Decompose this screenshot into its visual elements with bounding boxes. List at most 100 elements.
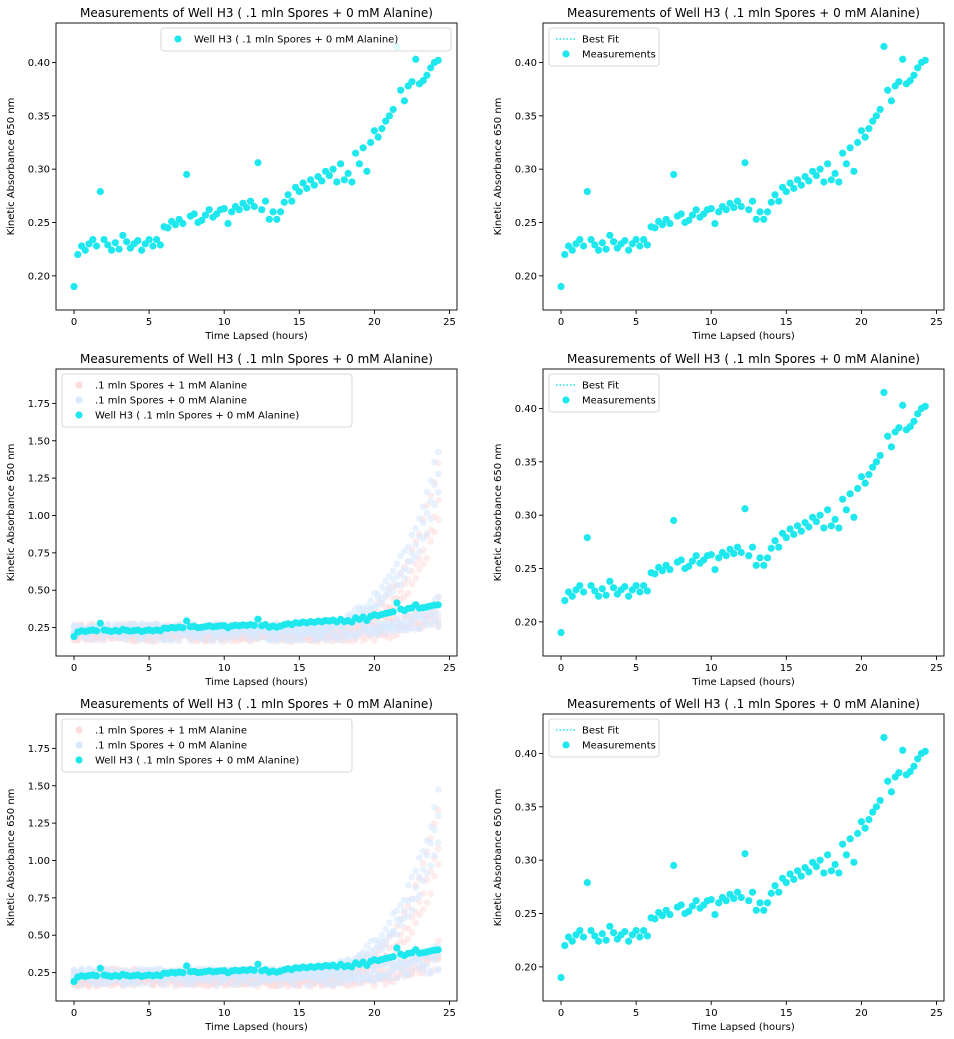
data-point xyxy=(842,506,850,514)
bg-point-1mm xyxy=(416,911,423,919)
bg-point-0mm xyxy=(434,448,442,456)
data-point xyxy=(138,246,146,254)
data-point xyxy=(910,762,918,770)
y-tick-label: 1.00 xyxy=(28,856,50,867)
data-point xyxy=(722,897,730,905)
bg-point-0mm xyxy=(224,633,232,640)
data-point xyxy=(583,533,591,542)
data-point xyxy=(760,906,768,914)
data-point xyxy=(910,417,918,425)
legend-swatch-dot xyxy=(562,50,570,58)
bg-point-0mm xyxy=(419,877,427,885)
bg-point-1mm xyxy=(412,574,420,582)
data-point xyxy=(921,56,929,64)
bg-point-1mm xyxy=(419,906,427,914)
data-point xyxy=(96,619,104,627)
data-point xyxy=(737,548,745,557)
x-tick-label: 25 xyxy=(443,1008,456,1019)
bg-point-0mm xyxy=(427,515,435,523)
x-tick-label: 10 xyxy=(218,1008,231,1019)
data-point xyxy=(786,525,794,533)
data-point xyxy=(812,517,820,526)
data-point xyxy=(344,169,352,178)
legend-swatch-dot xyxy=(562,741,570,749)
data-point xyxy=(876,796,884,805)
bg-point-0mm xyxy=(393,931,401,939)
data-point xyxy=(865,125,873,133)
data-point xyxy=(348,178,356,186)
y-tick-label: 0.35 xyxy=(28,111,50,122)
legend-label: .1 mln Spores + 1 mM Alanine xyxy=(95,381,247,392)
bg-point-1mm xyxy=(434,496,442,504)
data-point xyxy=(805,868,813,876)
data-point xyxy=(434,56,442,64)
legend-swatch-dot xyxy=(562,396,570,404)
bg-point-0mm xyxy=(104,620,112,628)
data-point xyxy=(591,587,599,595)
bg-point-0mm xyxy=(412,884,420,892)
bg-point-0mm xyxy=(416,891,423,899)
data-point xyxy=(707,551,715,559)
subplot-r3c2: 0 5 10 15 20 25 0.20 0.25 0.30 0.35 0.40 Measuremen… xyxy=(493,697,945,1033)
data-point xyxy=(771,537,779,545)
x-tick-label: 0 xyxy=(71,663,77,674)
y-tick-label: 0.75 xyxy=(28,548,50,559)
data-point xyxy=(104,241,112,249)
data-point xyxy=(752,906,760,914)
data-point xyxy=(598,239,606,247)
data-point xyxy=(850,167,858,175)
data-point xyxy=(651,224,659,232)
data-point xyxy=(329,165,337,173)
data-point xyxy=(677,901,685,909)
bg-point-0mm xyxy=(299,974,307,982)
data-point xyxy=(670,516,678,525)
data-point xyxy=(869,117,877,125)
bg-point-0mm xyxy=(363,942,371,950)
bg-point-0mm xyxy=(382,942,390,950)
bg-point-0mm xyxy=(374,630,382,638)
x-tick-label: 15 xyxy=(780,317,793,328)
data-point xyxy=(790,530,798,538)
bg-point-0mm xyxy=(284,973,292,981)
data-point xyxy=(288,197,296,205)
data-point xyxy=(865,816,873,824)
data-point xyxy=(602,245,610,253)
y-tick-label: 0.25 xyxy=(28,623,50,634)
data-point xyxy=(658,567,666,575)
data-point xyxy=(254,615,262,623)
bg-point-0mm xyxy=(393,560,401,568)
bg-point-1mm xyxy=(404,935,412,943)
data-point xyxy=(115,245,123,253)
bg-point-0mm xyxy=(427,967,435,975)
y-tick-label: 0.25 xyxy=(515,909,537,920)
bg-point-0mm xyxy=(408,531,416,539)
axes-frame xyxy=(55,713,458,1002)
data-point xyxy=(797,527,805,535)
bg-point-1mm xyxy=(434,845,442,853)
data-point xyxy=(793,522,802,530)
subplot-r3c1: 0 5 10 15 20 25 0.25 0.50 0.75 1.00 1.25 1.50 1.75 Me… xyxy=(6,697,458,1033)
bg-point-0mm xyxy=(434,470,442,478)
legend-label: Well H3 ( .1 mln Spores + 0 mM Alanine) xyxy=(95,756,299,767)
data-point xyxy=(906,423,914,431)
legend-label: Best Fit xyxy=(582,726,619,737)
data-point xyxy=(276,208,285,216)
data-point xyxy=(910,71,918,79)
x-tick-label: 5 xyxy=(146,1008,152,1019)
bg-point-1mm xyxy=(404,924,412,932)
bg-point-0mm xyxy=(344,968,352,976)
data-point xyxy=(797,181,805,189)
data-point xyxy=(625,592,633,600)
data-point xyxy=(827,522,835,530)
x-tick-label: 25 xyxy=(930,317,943,328)
data-point xyxy=(243,203,251,212)
data-point xyxy=(876,105,884,114)
legend-box xyxy=(548,373,660,413)
data-point xyxy=(760,215,768,223)
data-point xyxy=(835,869,843,877)
data-point xyxy=(872,458,881,466)
bg-point-0mm xyxy=(434,619,442,627)
data-point xyxy=(887,788,896,796)
bg-point-0mm xyxy=(416,624,423,632)
data-point xyxy=(884,86,892,94)
